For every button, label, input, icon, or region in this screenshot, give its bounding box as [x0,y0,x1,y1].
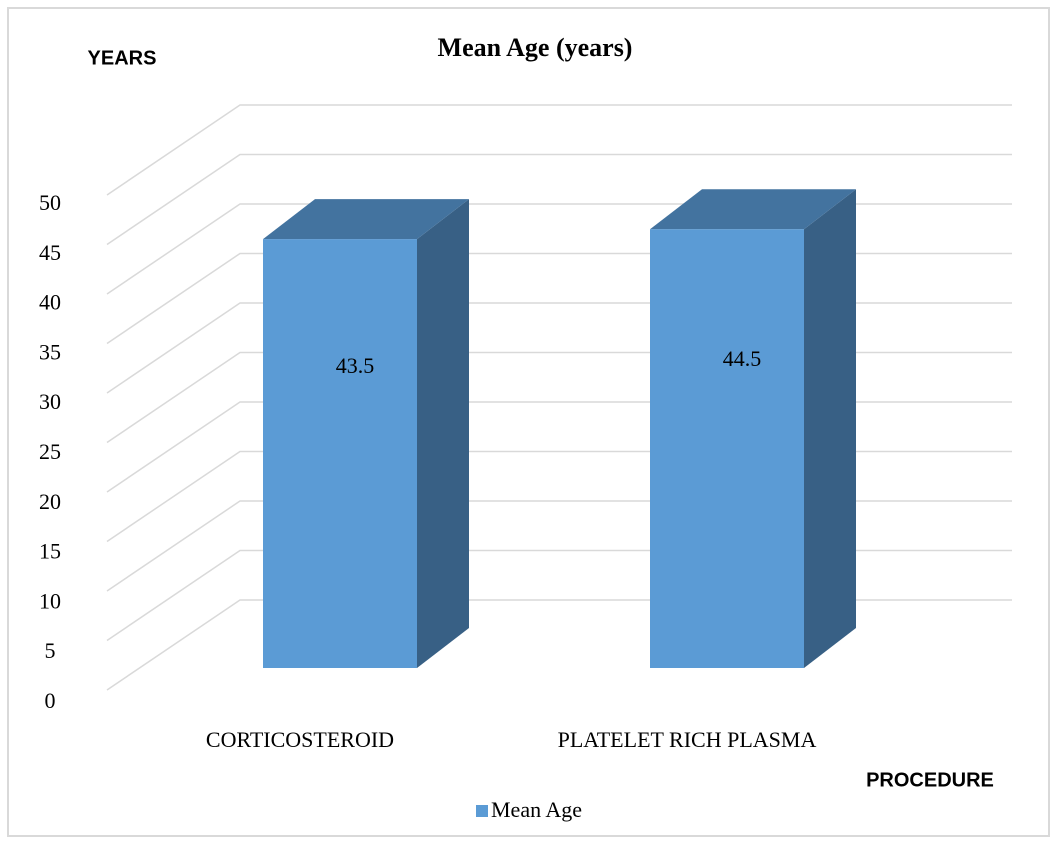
y-tick-label: 35 [39,339,61,364]
grid-line [106,104,1012,196]
y-tick-label: 0 [45,688,56,713]
bar [650,229,804,669]
y-tick-label: 25 [39,439,61,464]
bar-side [417,199,469,668]
data-label: 43.5 [336,353,375,378]
y-tick-label: 15 [39,539,61,564]
bar-top [263,199,469,240]
y-tick-label: 20 [39,489,61,514]
x-axis-label: PROCEDURE [866,769,994,791]
x-tick-label: PLATELET RICH PLASMA [558,727,817,752]
y-tick-label: 40 [39,290,61,315]
y-tick-label: 45 [39,240,61,265]
legend-label: Mean Age [491,797,582,822]
bar-top [650,189,856,230]
y-axis-label: YEARS [88,47,157,69]
chart-frame [7,7,1050,837]
chart-title: Mean Age (years) [438,33,633,62]
y-tick-label: 30 [39,389,61,414]
data-label: 44.5 [723,346,762,371]
bar [263,239,417,668]
x-tick-label: CORTICOSTEROID [206,727,394,752]
grid-line [106,153,1012,246]
y-tick-label: 5 [45,638,56,663]
bar-side [804,189,856,669]
legend-swatch [476,805,488,817]
y-tick-label: 50 [39,190,61,215]
y-tick-label: 10 [39,588,61,613]
